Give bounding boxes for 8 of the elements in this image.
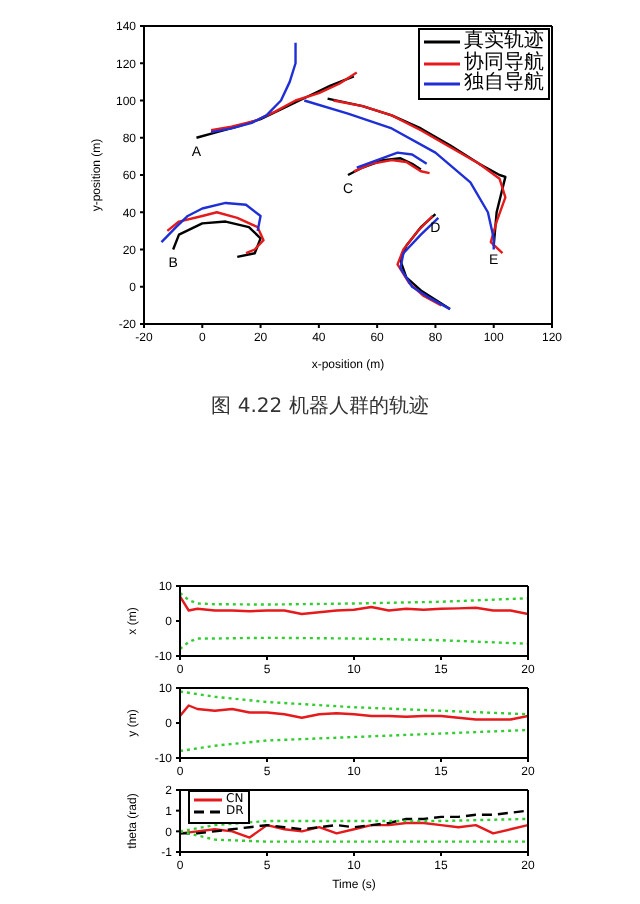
line-series: [180, 821, 528, 839]
legend-label: 真实轨迹: [464, 30, 544, 52]
line-series: [180, 704, 528, 721]
legend-label: 协同导航: [464, 51, 544, 73]
line-series: [180, 595, 528, 616]
legend-label: 独自导航: [464, 72, 544, 95]
line-series: [180, 728, 528, 753]
caption: 图 4.22 机器人群的轨迹: [209, 393, 431, 420]
